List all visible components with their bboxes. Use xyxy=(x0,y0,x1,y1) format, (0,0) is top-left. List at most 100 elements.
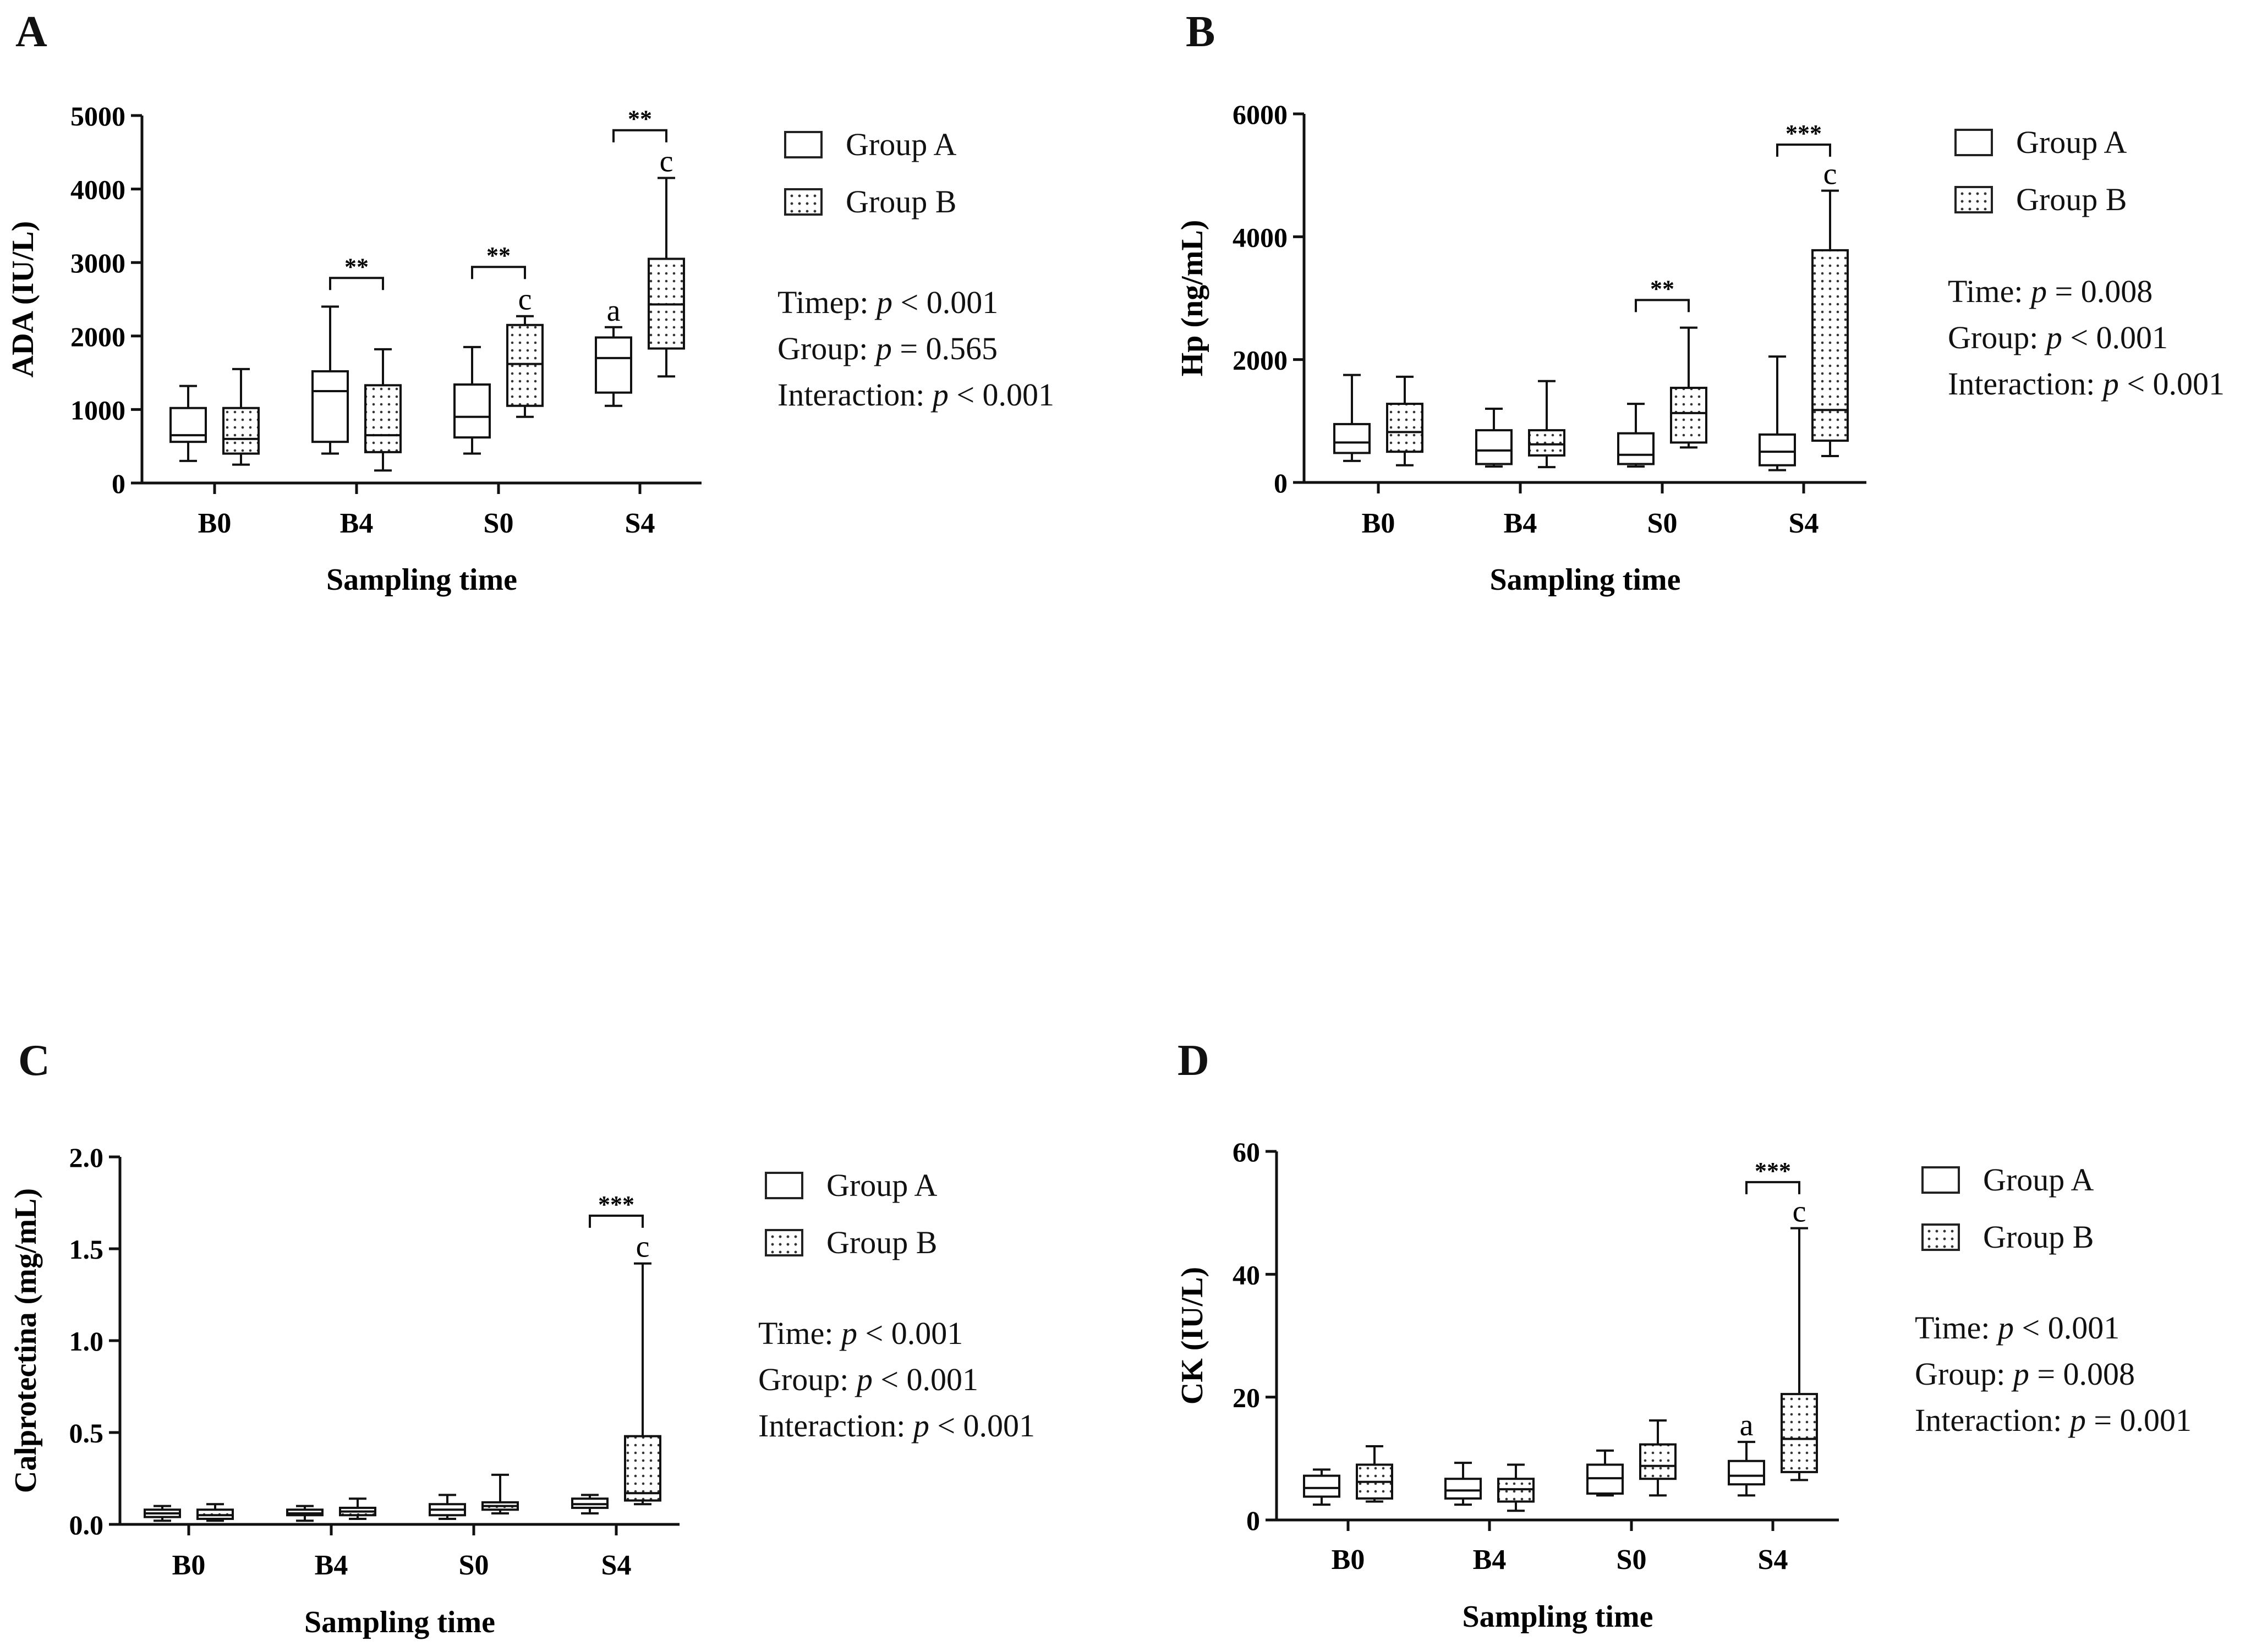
box-group-b-b4 xyxy=(364,348,402,472)
stat-time: Time: p < 0.001 xyxy=(758,1315,963,1351)
significance-letter: a xyxy=(607,294,621,328)
legend-swatch-plain xyxy=(1921,1166,1960,1194)
legend-label: Group B xyxy=(826,1225,938,1260)
significance-bracket xyxy=(1635,299,1690,312)
box-iqr xyxy=(595,336,632,394)
x-tick-label: S0 xyxy=(1647,508,1678,539)
stat-time: Timep: p < 0.001 xyxy=(777,284,999,320)
box-group-b-b4 xyxy=(339,1497,376,1520)
significance-bracket xyxy=(329,277,384,290)
box-group-b-s0 xyxy=(506,315,544,418)
box-group-b-s4 xyxy=(1811,189,1849,457)
box-iqr xyxy=(1728,1459,1765,1486)
box-iqr xyxy=(1333,422,1371,454)
x-axis-title: Sampling time xyxy=(326,563,517,597)
box-group-a-s0 xyxy=(453,345,491,455)
box-group-a-s0 xyxy=(1586,1449,1624,1497)
box-iqr xyxy=(364,384,402,453)
significance-bracket xyxy=(589,1214,644,1228)
legend-swatch-plain xyxy=(784,131,823,158)
legend-swatch-plain xyxy=(765,1172,803,1199)
panel-label: A xyxy=(15,8,47,56)
significance-letter: c xyxy=(1823,157,1837,191)
significance-bracket xyxy=(1776,143,1831,157)
box-group-a-s4 xyxy=(595,326,632,407)
box-group-b-b4 xyxy=(1497,1463,1535,1512)
significance-bracket xyxy=(471,266,526,279)
box-plot-calprotectina: 0.0 0.5 1.0 1.5 2.0 B0 B4 S0 S4 Sampling time Calp… xyxy=(9,1142,680,1639)
significance-stars: *** xyxy=(1786,120,1822,147)
y-axis-title: Calprotectina (mg/mL) xyxy=(9,1188,43,1493)
y-tick-label: 0 xyxy=(1274,468,1288,498)
box-group-a-b4 xyxy=(1444,1462,1482,1506)
stat-group: Group: p = 0.008 xyxy=(1915,1356,2135,1392)
stat-interaction: Interaction: p < 0.001 xyxy=(777,377,1055,413)
y-tick-label: 4000 xyxy=(70,174,125,205)
panel-c: C 0.0 0.5 1.0 1.5 2.0 B0 B4 S0 S4 Sampling time Ca… xyxy=(0,825,1122,1639)
legend-swatch-dotted xyxy=(765,1229,803,1256)
box-iqr xyxy=(624,1435,661,1502)
legend-label: Group A xyxy=(1983,1162,2094,1198)
y-tick-label: 2000 xyxy=(1233,345,1288,376)
box-iqr xyxy=(311,370,349,443)
legend-label: Group A xyxy=(846,127,957,162)
x-axis-title: Sampling time xyxy=(304,1605,495,1639)
x-tick-label: S4 xyxy=(601,1550,632,1581)
x-tick-label: S4 xyxy=(1789,508,1819,539)
box-plot-hp: 0 2000 4000 6000 B0 B4 S0 S4 Sampling time Hp (ng… xyxy=(1175,99,1866,597)
box-group-a-b0 xyxy=(144,1505,181,1522)
significance-bracket xyxy=(1745,1181,1800,1194)
significance-letter: c xyxy=(660,145,673,179)
y-axis-title: ADA (IU/L) xyxy=(6,221,40,378)
box-group-a-s4 xyxy=(571,1494,609,1514)
box-group-b-s0 xyxy=(1670,326,1707,449)
significance-stars: ** xyxy=(486,242,511,269)
y-tick-label: 40 xyxy=(1233,1259,1260,1290)
stat-time: Time: p < 0.001 xyxy=(1915,1310,2120,1346)
panel-label: C xyxy=(18,1036,50,1085)
x-axis-title: Sampling time xyxy=(1463,1600,1653,1634)
y-tick-label: 0.5 xyxy=(69,1418,104,1448)
x-tick-label: S0 xyxy=(1617,1544,1647,1576)
panel-d: D 0 20 40 60 B0 B4 S0 S4 Sampling time CK (IU/L) a… xyxy=(1125,825,2248,1639)
significance-stars: ** xyxy=(344,253,369,280)
stat-interaction: Interaction: p < 0.001 xyxy=(758,1408,1036,1444)
y-tick-label: 4000 xyxy=(1233,222,1288,253)
legend-label: Group B xyxy=(1983,1219,2094,1255)
significance-letter: a xyxy=(1740,1408,1754,1442)
stat-interaction: Interaction: p = 0.001 xyxy=(1915,1402,2192,1438)
box-iqr xyxy=(222,407,260,455)
x-tick-label: B4 xyxy=(340,508,374,539)
y-tick-label: 3000 xyxy=(70,248,125,278)
x-axis-title: Sampling time xyxy=(1490,563,1681,597)
box-group-a-s4 xyxy=(1759,355,1796,471)
stat-group: Group: p = 0.565 xyxy=(777,331,998,366)
x-tick-label: B4 xyxy=(315,1550,348,1581)
box-group-a-b0 xyxy=(1303,1468,1340,1506)
box-group-b-s4 xyxy=(648,177,685,378)
y-tick-label: 1.0 xyxy=(69,1326,104,1357)
box-iqr xyxy=(506,323,544,407)
x-tick-label: B4 xyxy=(1473,1544,1507,1576)
box-group-b-b0 xyxy=(222,367,260,466)
x-tick-label: B4 xyxy=(1504,508,1537,539)
box-group-a-s0 xyxy=(1617,403,1655,468)
box-plot-ada: 0 1000 2000 3000 4000 5000 B0 B4 S0 S4 Sampling ti… xyxy=(6,101,702,597)
box-group-b-b4 xyxy=(1528,380,1565,469)
box-group-b-s4 xyxy=(624,1262,661,1506)
legend-swatch-plain xyxy=(1954,129,1993,156)
box-group-a-b0 xyxy=(169,385,207,462)
box-group-a-b0 xyxy=(1333,374,1371,462)
box-iqr xyxy=(169,407,207,443)
x-tick-label: B0 xyxy=(172,1550,206,1581)
x-tick-label: S4 xyxy=(1758,1544,1788,1576)
stat-group: Group: p < 0.001 xyxy=(1948,320,2168,355)
legend-swatch-dotted xyxy=(1954,186,1993,213)
stats-block: Time: p < 0.001 Group: p = 0.008 Interac… xyxy=(1915,1305,2192,1444)
box-group-a-b4 xyxy=(1475,408,1513,468)
panel-label: D xyxy=(1177,1036,1209,1085)
y-tick-label: 2000 xyxy=(70,321,125,352)
significance-stars: *** xyxy=(1755,1157,1791,1184)
significance-letter: c xyxy=(518,283,532,317)
box-iqr xyxy=(1444,1478,1482,1500)
